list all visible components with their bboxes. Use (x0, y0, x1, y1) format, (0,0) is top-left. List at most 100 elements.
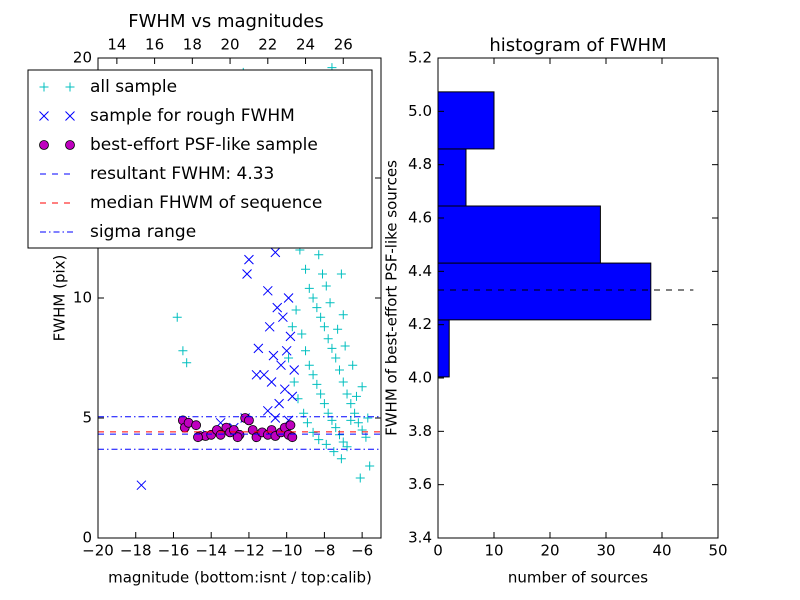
point (264, 321, 275, 332)
point (338, 310, 348, 320)
point (262, 285, 273, 296)
point (274, 398, 284, 409)
point (301, 264, 311, 274)
y-axis-label: FWHM of best-effort PSF-like sources (383, 160, 401, 436)
point (333, 324, 343, 334)
y-tick-label: 0 (82, 529, 92, 547)
x-tick-label: 50 (708, 542, 727, 560)
point (338, 377, 348, 387)
point (331, 353, 341, 363)
point (357, 382, 367, 392)
point (287, 322, 297, 332)
point (357, 425, 367, 435)
chart-title: FWHM vs magnitudes (128, 11, 323, 32)
point (39, 82, 49, 92)
x2-tick-label: 18 (183, 36, 202, 54)
point (351, 391, 361, 401)
point (334, 365, 344, 375)
x-tick-label: −18 (120, 542, 152, 560)
point (272, 302, 283, 313)
y-tick-label: 4.0 (408, 369, 432, 387)
point (336, 269, 346, 279)
point (331, 423, 341, 433)
y-tick-label: 3.8 (408, 422, 432, 440)
point (284, 353, 294, 363)
x-axis-label: magnitude (bottom:isnt / top:calib) (108, 569, 372, 587)
point (182, 358, 192, 368)
y-tick-label: 4.8 (408, 155, 432, 173)
point (346, 415, 356, 425)
point (39, 140, 49, 150)
point (312, 303, 322, 313)
point (281, 345, 292, 356)
y-tick-label: 5.0 (408, 102, 432, 120)
x-tick-label: −12 (233, 542, 265, 560)
x-tick-label: 0 (433, 542, 443, 560)
point (308, 293, 318, 303)
point (299, 408, 309, 418)
point (314, 435, 324, 445)
point (193, 432, 203, 443)
x-tick-label: −16 (158, 542, 190, 560)
point (270, 247, 281, 258)
legend-label: sample for rough FWHM (90, 106, 295, 126)
x-tick-label: 10 (484, 542, 503, 560)
x2-tick-label: 26 (334, 36, 353, 54)
bar (437, 262, 652, 321)
point (244, 415, 254, 426)
legend-label: sigma range (90, 222, 196, 242)
point (191, 420, 202, 431)
point (308, 370, 318, 380)
x-tick-label: −10 (271, 542, 303, 560)
y-tick-label: 3.4 (408, 529, 432, 547)
point (287, 432, 298, 443)
x-tick-label: −14 (195, 542, 227, 560)
legend-label: best-effort PSF-like sample (90, 135, 318, 155)
point (319, 399, 329, 409)
plot-frame (437, 57, 719, 539)
point (65, 111, 75, 121)
x2-tick-label: 24 (296, 36, 315, 54)
point (251, 369, 262, 380)
point (285, 331, 296, 342)
point (297, 329, 307, 339)
point (348, 360, 358, 370)
y-axis-label: FWHM (pix) (51, 255, 69, 342)
x-tick-label: −8 (313, 542, 335, 560)
chart-title: histogram of FWHM (489, 35, 666, 56)
x-tick-label: 30 (596, 542, 615, 560)
point (321, 439, 331, 449)
x2-tick-label: 14 (107, 36, 126, 54)
point (304, 360, 314, 370)
point (242, 269, 252, 279)
point (355, 473, 365, 483)
point (325, 298, 335, 308)
point (342, 389, 352, 399)
point (289, 377, 299, 387)
point (319, 322, 329, 332)
point (253, 343, 264, 354)
point (39, 111, 49, 121)
point (323, 408, 333, 418)
x-tick-label: −20 (82, 542, 114, 560)
point (327, 415, 337, 425)
point (172, 312, 182, 322)
point (278, 312, 288, 323)
point (340, 341, 350, 351)
point (350, 408, 360, 418)
legend-label: median FHWM of sequence (90, 193, 322, 213)
x-tick-label: 20 (540, 542, 559, 560)
point (304, 283, 314, 293)
x-axis-label: number of sources (508, 569, 648, 587)
bar (437, 319, 450, 378)
x-tick-label: 40 (652, 542, 671, 560)
point (65, 140, 75, 150)
point (363, 413, 373, 423)
point (301, 346, 311, 356)
x2-tick-label: 20 (221, 36, 240, 54)
point (289, 365, 300, 375)
point (302, 418, 312, 428)
bar (437, 91, 495, 150)
point (342, 442, 352, 452)
point (178, 346, 188, 356)
